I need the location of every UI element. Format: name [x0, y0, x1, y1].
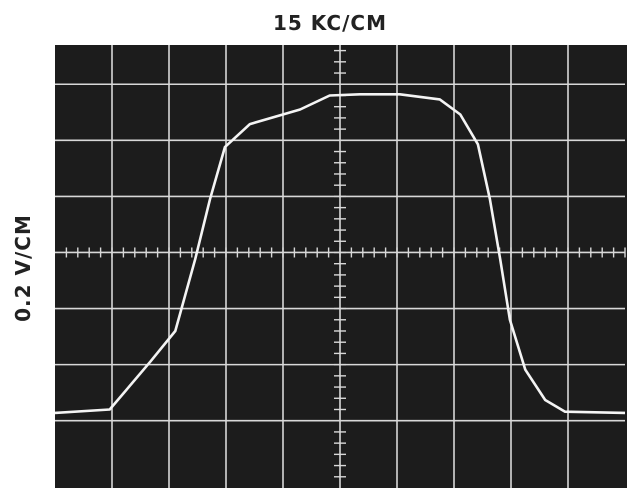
trace	[54, 93, 626, 415]
chart-title: 15 KC/CM	[273, 11, 387, 35]
screen	[55, 45, 627, 488]
y-axis-label: 0.2 V/CM	[11, 214, 35, 322]
